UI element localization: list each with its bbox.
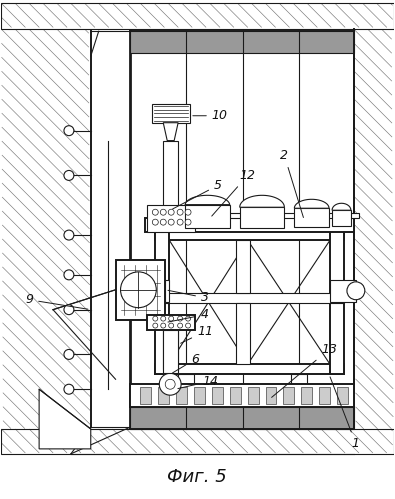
Circle shape bbox=[168, 209, 174, 215]
Polygon shape bbox=[301, 387, 312, 404]
Polygon shape bbox=[265, 387, 276, 404]
Circle shape bbox=[160, 209, 166, 215]
Circle shape bbox=[153, 323, 158, 328]
Circle shape bbox=[64, 384, 74, 394]
Circle shape bbox=[185, 209, 191, 215]
Text: 11: 11 bbox=[181, 325, 213, 343]
Circle shape bbox=[185, 219, 191, 225]
Circle shape bbox=[168, 219, 174, 225]
Polygon shape bbox=[130, 31, 354, 53]
Polygon shape bbox=[330, 228, 344, 374]
Text: 9: 9 bbox=[25, 293, 88, 309]
Polygon shape bbox=[2, 29, 91, 429]
Polygon shape bbox=[176, 387, 187, 404]
Polygon shape bbox=[292, 374, 307, 384]
Circle shape bbox=[120, 272, 156, 308]
Text: 1: 1 bbox=[330, 377, 360, 451]
Polygon shape bbox=[165, 280, 169, 302]
Polygon shape bbox=[2, 3, 393, 29]
Circle shape bbox=[160, 219, 166, 225]
Polygon shape bbox=[330, 280, 356, 302]
Polygon shape bbox=[230, 387, 241, 404]
Polygon shape bbox=[332, 210, 351, 226]
Polygon shape bbox=[236, 303, 250, 364]
Polygon shape bbox=[178, 374, 194, 384]
Polygon shape bbox=[248, 387, 259, 404]
Circle shape bbox=[159, 373, 181, 395]
Circle shape bbox=[161, 316, 166, 321]
Polygon shape bbox=[155, 228, 344, 240]
Circle shape bbox=[64, 230, 74, 240]
Bar bbox=[2, 429, 393, 454]
Circle shape bbox=[152, 219, 158, 225]
Polygon shape bbox=[163, 329, 178, 373]
Polygon shape bbox=[147, 315, 195, 329]
Circle shape bbox=[347, 282, 365, 300]
Polygon shape bbox=[39, 389, 91, 449]
Text: 3: 3 bbox=[168, 290, 209, 304]
Circle shape bbox=[161, 323, 166, 328]
Polygon shape bbox=[155, 364, 344, 374]
Polygon shape bbox=[158, 387, 169, 404]
Text: 10: 10 bbox=[193, 109, 228, 122]
Circle shape bbox=[64, 171, 74, 180]
Polygon shape bbox=[147, 205, 195, 232]
Circle shape bbox=[64, 126, 74, 136]
Circle shape bbox=[152, 209, 158, 215]
Polygon shape bbox=[2, 429, 393, 454]
Polygon shape bbox=[236, 240, 250, 293]
Bar bbox=[2, 3, 393, 29]
Polygon shape bbox=[283, 387, 294, 404]
Polygon shape bbox=[185, 195, 230, 205]
Circle shape bbox=[165, 379, 175, 389]
Circle shape bbox=[153, 316, 158, 321]
Polygon shape bbox=[185, 205, 230, 228]
Text: 14: 14 bbox=[178, 375, 218, 389]
Circle shape bbox=[177, 219, 183, 225]
Polygon shape bbox=[354, 29, 393, 429]
Polygon shape bbox=[155, 293, 344, 303]
Circle shape bbox=[169, 323, 174, 328]
Text: 6: 6 bbox=[173, 353, 199, 373]
Circle shape bbox=[178, 316, 182, 321]
Circle shape bbox=[178, 323, 182, 328]
Polygon shape bbox=[163, 123, 178, 141]
Polygon shape bbox=[152, 104, 190, 123]
Polygon shape bbox=[150, 213, 359, 218]
Polygon shape bbox=[240, 207, 284, 228]
Polygon shape bbox=[212, 387, 223, 404]
Polygon shape bbox=[91, 31, 130, 427]
Polygon shape bbox=[163, 141, 178, 208]
Polygon shape bbox=[155, 228, 169, 374]
Polygon shape bbox=[130, 31, 354, 429]
Polygon shape bbox=[319, 387, 330, 404]
Polygon shape bbox=[194, 387, 205, 404]
Polygon shape bbox=[294, 208, 329, 227]
Polygon shape bbox=[332, 203, 351, 210]
Polygon shape bbox=[140, 387, 151, 404]
Polygon shape bbox=[163, 324, 178, 369]
Polygon shape bbox=[337, 387, 348, 404]
Polygon shape bbox=[294, 199, 329, 208]
Circle shape bbox=[186, 323, 190, 328]
Text: Фиг. 5: Фиг. 5 bbox=[167, 468, 227, 486]
Polygon shape bbox=[240, 195, 284, 207]
Text: 5: 5 bbox=[173, 179, 222, 209]
Text: 4: 4 bbox=[168, 308, 209, 322]
Circle shape bbox=[186, 316, 190, 321]
Polygon shape bbox=[130, 384, 354, 407]
Text: 12: 12 bbox=[212, 169, 256, 216]
Polygon shape bbox=[116, 260, 165, 319]
Circle shape bbox=[177, 209, 183, 215]
Text: 2: 2 bbox=[280, 149, 303, 218]
Circle shape bbox=[169, 316, 174, 321]
Polygon shape bbox=[130, 407, 354, 429]
Circle shape bbox=[64, 305, 74, 315]
Circle shape bbox=[64, 349, 74, 359]
Polygon shape bbox=[145, 218, 354, 232]
Text: 13: 13 bbox=[272, 343, 337, 397]
Circle shape bbox=[64, 270, 74, 280]
